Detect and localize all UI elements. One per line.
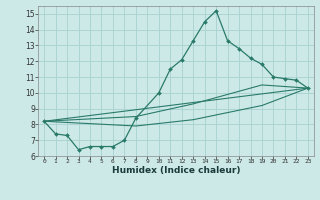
X-axis label: Humidex (Indice chaleur): Humidex (Indice chaleur) (112, 166, 240, 175)
